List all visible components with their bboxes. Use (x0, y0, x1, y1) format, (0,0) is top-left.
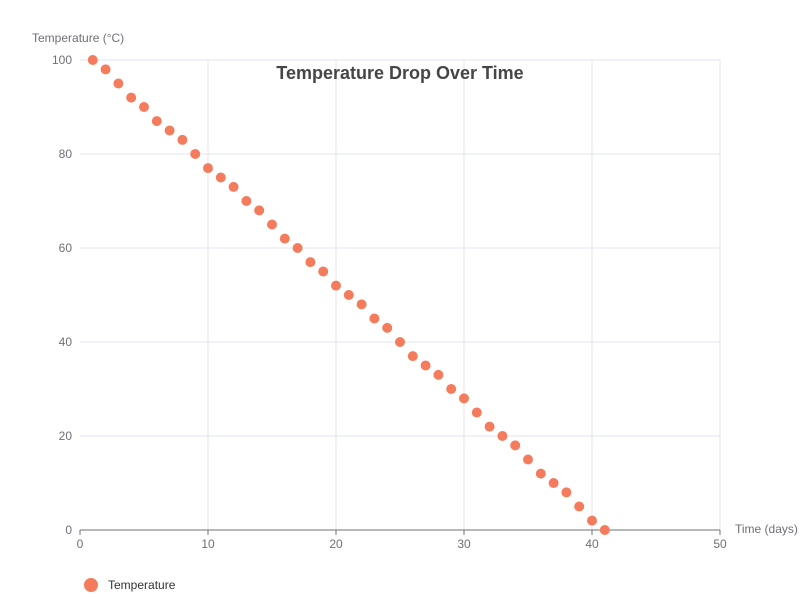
x-tick-label: 40 (585, 537, 599, 551)
data-point[interactable] (331, 280, 341, 291)
data-point[interactable] (395, 337, 405, 347)
y-tick-labels: 0 20 40 60 80 100 (52, 53, 72, 537)
y-tick-label: 0 (65, 523, 72, 537)
data-point[interactable] (535, 468, 546, 479)
data-point[interactable] (87, 55, 98, 65)
data-point[interactable] (407, 351, 418, 362)
data-point[interactable] (228, 181, 239, 192)
data-point[interactable] (292, 243, 303, 253)
data-point[interactable] (279, 233, 290, 244)
data-point[interactable] (510, 440, 521, 451)
x-tick-label: 50 (713, 537, 727, 551)
data-point[interactable] (267, 219, 277, 230)
data-point[interactable] (177, 134, 188, 145)
data-point[interactable] (574, 501, 585, 512)
legend-label: Temperature (108, 578, 176, 592)
data-point[interactable] (471, 407, 482, 418)
data-point[interactable] (484, 421, 495, 432)
data-point[interactable] (151, 116, 162, 127)
y-tick-label: 100 (52, 53, 72, 67)
y-tick-label: 60 (59, 241, 73, 255)
data-point[interactable] (343, 290, 354, 300)
data-point[interactable] (190, 149, 201, 159)
data-point[interactable] (215, 172, 226, 183)
data-point[interactable] (382, 322, 393, 333)
x-tick-label: 10 (201, 537, 215, 551)
y-tick-label: 20 (59, 429, 73, 443)
data-point[interactable] (356, 299, 367, 310)
data-point[interactable] (369, 313, 380, 324)
data-points (87, 55, 610, 535)
data-point[interactable] (139, 102, 149, 112)
legend-marker-icon (84, 578, 98, 592)
y-tick-label: 40 (59, 335, 73, 349)
y-tick-label: 80 (59, 147, 73, 161)
data-point[interactable] (523, 454, 533, 465)
data-point[interactable] (241, 196, 252, 206)
data-point[interactable] (587, 515, 597, 526)
data-point[interactable] (126, 92, 137, 103)
data-point[interactable] (203, 163, 213, 174)
data-point[interactable] (548, 478, 559, 488)
data-point[interactable] (459, 393, 469, 404)
x-tick-label: 0 (77, 537, 84, 551)
x-axis-label: Time (days) (735, 522, 798, 536)
x-tick-label: 20 (329, 537, 343, 551)
data-point[interactable] (433, 369, 444, 380)
x-tick-label: 30 (457, 537, 471, 551)
data-point[interactable] (446, 384, 457, 394)
data-point[interactable] (318, 266, 329, 277)
data-point[interactable] (164, 125, 175, 136)
x-tick-labels: 0 10 20 30 40 50 (77, 530, 727, 551)
legend[interactable]: Temperature (84, 578, 175, 592)
data-point[interactable] (420, 360, 431, 371)
data-point[interactable] (113, 78, 124, 89)
data-point[interactable] (305, 257, 316, 268)
data-point[interactable] (497, 431, 508, 441)
data-point[interactable] (561, 487, 572, 498)
data-point[interactable] (599, 525, 610, 535)
chart-title: Temperature Drop Over Time (276, 63, 523, 83)
data-point[interactable] (100, 64, 111, 75)
data-point[interactable] (254, 205, 265, 216)
y-axis-label: Temperature (°C) (32, 31, 124, 45)
grid-lines (80, 59, 721, 530)
